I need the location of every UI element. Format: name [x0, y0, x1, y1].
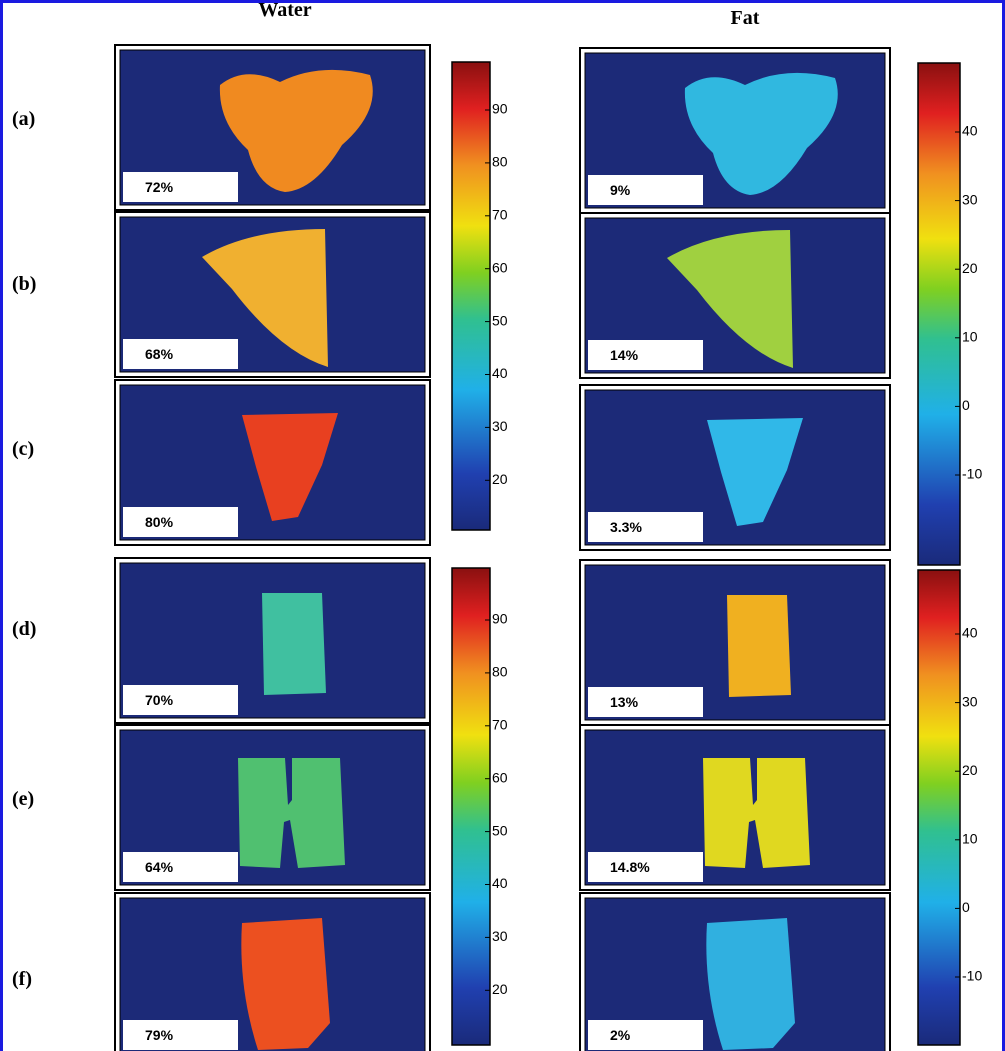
label-box [588, 687, 703, 717]
colorbar [451, 61, 491, 531]
colorbar-tick-label: 40 [962, 625, 978, 641]
percent-label: 79% [145, 1027, 174, 1043]
colorbar-tick-label: 50 [492, 822, 508, 838]
colorbar-tick-label: 60 [492, 769, 508, 785]
colorbar-tick-label: 90 [492, 611, 508, 627]
label-box [123, 852, 238, 882]
row-label: (c) [12, 438, 34, 460]
label-box [123, 172, 238, 202]
row-label: (d) [12, 618, 36, 640]
colorbar-tick-label: 20 [492, 981, 508, 997]
label-box [588, 340, 703, 370]
colorbar-tick-label: 10 [962, 329, 978, 345]
label-box [123, 685, 238, 715]
colorbar-tick-label: 30 [492, 928, 508, 944]
tissue-map [238, 758, 345, 868]
percent-label: 14.8% [610, 859, 650, 875]
label-box [588, 852, 703, 882]
colorbar-tick-label: 40 [962, 123, 978, 139]
tissue-map [219, 69, 373, 192]
colorbar-tick-label: 90 [492, 101, 508, 117]
tissue-map [727, 595, 791, 697]
colorbar-tick-label: 30 [962, 693, 978, 709]
percent-label: 80% [145, 514, 174, 530]
percent-label: 70% [145, 692, 174, 708]
tissue-map [202, 229, 328, 367]
colorbar-tick-label: 10 [962, 831, 978, 847]
percent-label: 9% [610, 182, 631, 198]
percent-label: 14% [610, 347, 639, 363]
colorbar-tick-label: 0 [962, 899, 970, 915]
colorbar-tick-label: -10 [962, 466, 982, 482]
colorbar-tick-label: 20 [492, 471, 508, 487]
colorbar-tick-label: 30 [492, 418, 508, 434]
percent-label: 72% [145, 179, 174, 195]
colorbar-tick-label: 20 [962, 762, 978, 778]
percent-label: 13% [610, 694, 639, 710]
tissue-map [684, 72, 838, 195]
tissue-map [707, 418, 803, 526]
column-title: Water [258, 0, 311, 21]
label-box [588, 175, 703, 205]
row-label: (e) [12, 788, 34, 810]
colorbar-tick-label: 80 [492, 664, 508, 680]
colorbar [917, 569, 961, 1046]
label-box [588, 512, 703, 542]
colorbar-tick-label: 70 [492, 717, 508, 733]
row-label: (a) [12, 108, 35, 130]
tissue-map [241, 918, 330, 1050]
percent-label: 3.3% [610, 519, 642, 535]
label-box [123, 507, 238, 537]
row-label: (f) [12, 968, 32, 990]
colorbar-tick-label: 20 [962, 260, 978, 276]
row-label: (b) [12, 273, 36, 295]
colorbar [451, 567, 491, 1046]
colorbar-tick-label: 60 [492, 259, 508, 275]
colorbar-tick-label: -10 [962, 968, 982, 984]
label-box [123, 339, 238, 369]
tissue-map [706, 918, 795, 1050]
colorbar-tick-label: 40 [492, 875, 508, 891]
colorbar-tick-label: 80 [492, 154, 508, 170]
tissue-map [703, 758, 810, 868]
percent-label: 68% [145, 346, 174, 362]
tissue-map [262, 593, 326, 695]
percent-label: 2% [610, 1027, 631, 1043]
tissue-map [667, 230, 793, 368]
colorbar-tick-label: 0 [962, 397, 970, 413]
colorbar-tick-label: 30 [962, 191, 978, 207]
tissue-map [242, 413, 338, 521]
colorbar-tick-label: 50 [492, 312, 508, 328]
colorbar-tick-label: 40 [492, 365, 508, 381]
colorbar [917, 62, 961, 566]
colorbar-tick-label: 70 [492, 207, 508, 223]
percent-label: 64% [145, 859, 174, 875]
label-box [123, 1020, 238, 1050]
label-box [588, 1020, 703, 1050]
column-title: Fat [731, 7, 760, 29]
